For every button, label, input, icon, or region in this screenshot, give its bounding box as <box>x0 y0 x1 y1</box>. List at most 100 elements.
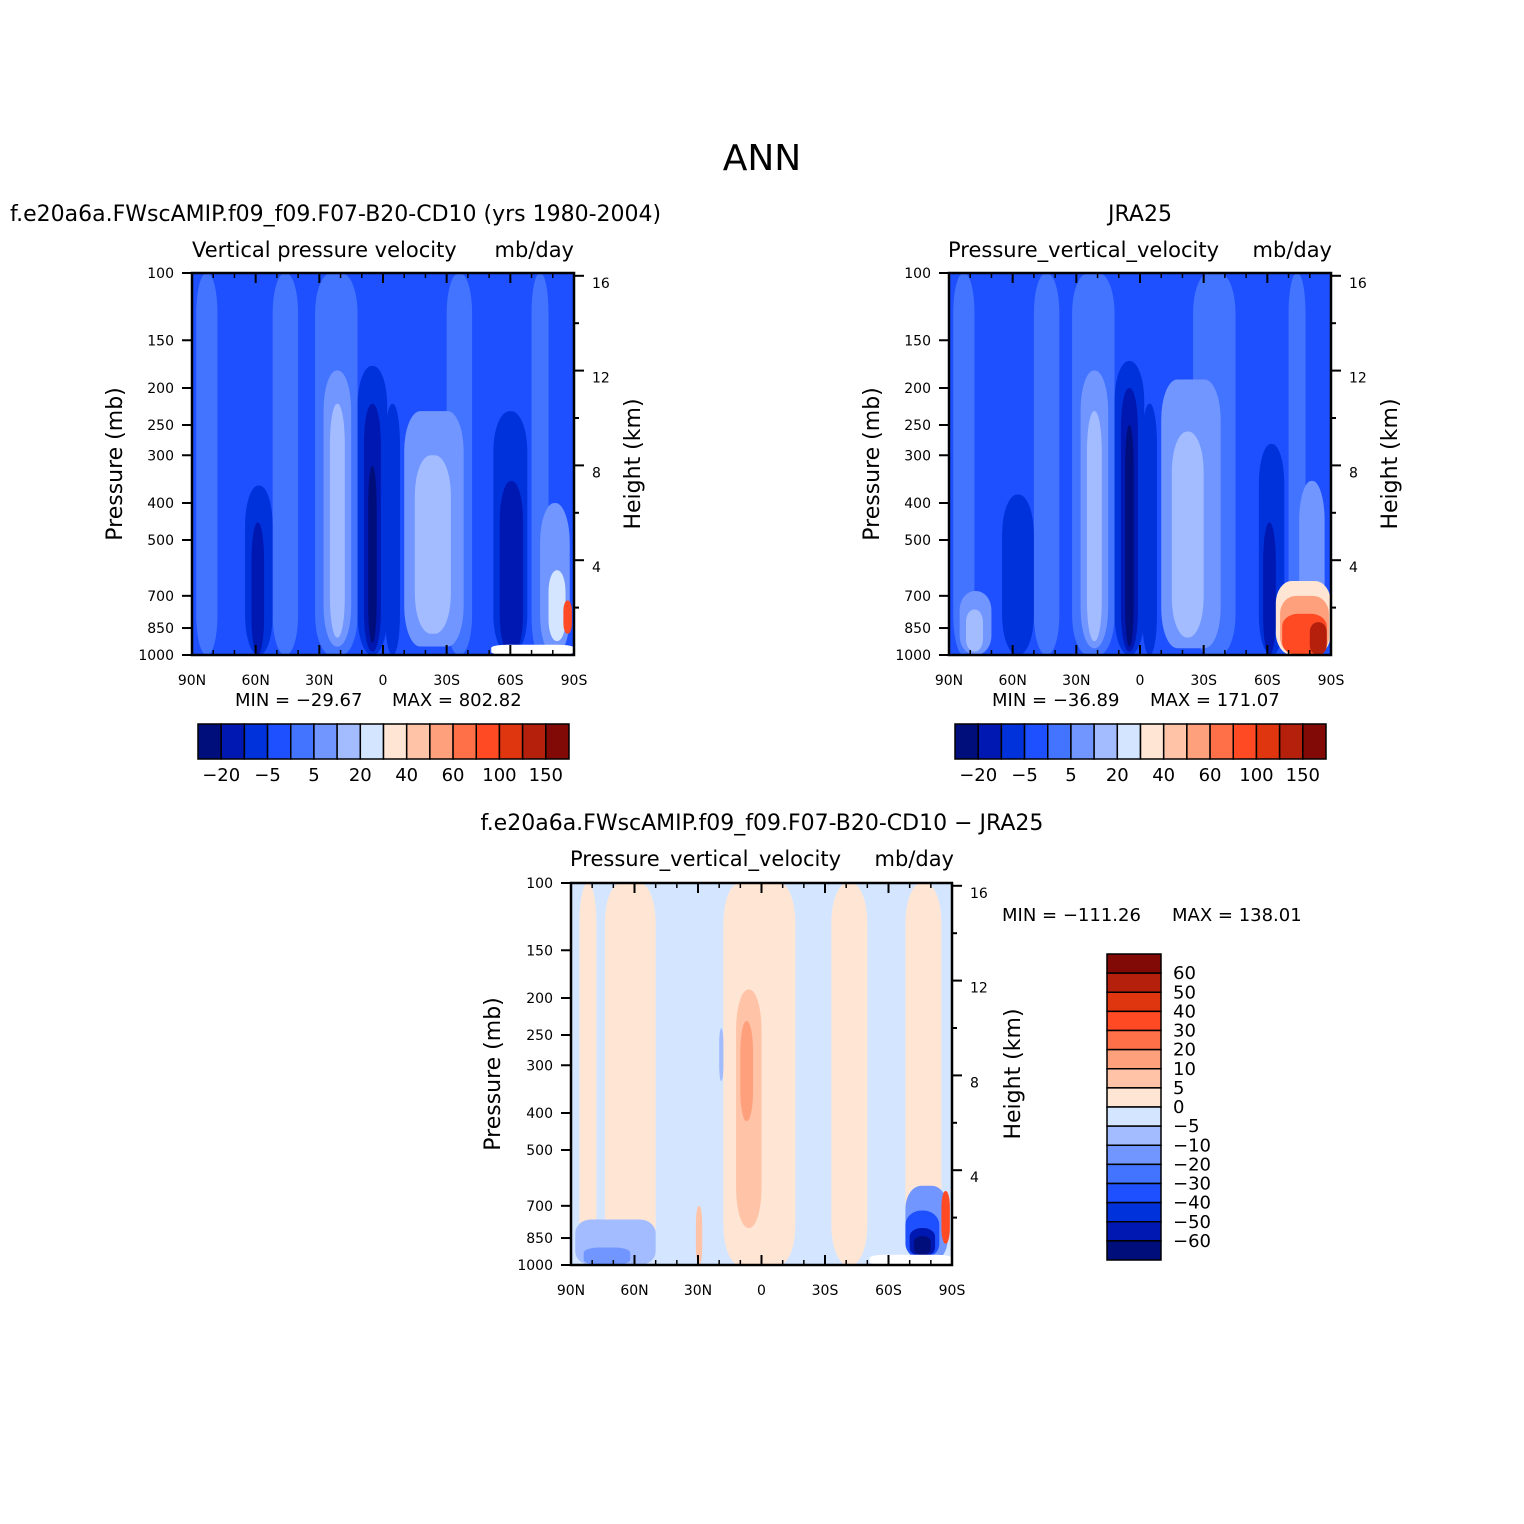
y-right-tick-label: 4 <box>1349 560 1358 576</box>
panel1-max: MAX = 802.82 <box>392 690 522 711</box>
y-tick-label: 850 <box>147 621 174 637</box>
contour-region <box>719 1028 724 1082</box>
x-tick-label: 30S <box>1190 673 1217 689</box>
colorbar-box <box>382 723 408 760</box>
x-tick-label: 90N <box>178 673 206 689</box>
y-tick-label: 150 <box>526 943 553 959</box>
colorbar-label: −20 <box>202 765 240 786</box>
colorbar-label: 40 <box>1152 765 1175 786</box>
field-layer <box>949 273 1331 655</box>
contour-region <box>1125 425 1134 647</box>
panel3-title: f.e20a6a.FWscAMIP.f09_f09.F07-B20-CD10 −… <box>480 811 1044 836</box>
colorbar-box <box>1070 723 1095 760</box>
y-tick-label: 100 <box>147 266 174 282</box>
contour-region <box>491 644 574 655</box>
panel3-plot: 90N 60N 30N 0 30S 60S 90S 100 150 200 250 300 400 500… <box>517 876 988 1299</box>
colorbar-box <box>1093 723 1119 760</box>
y-tick-label: 200 <box>147 381 174 397</box>
x-tick-label: 60N <box>999 673 1027 689</box>
colorbar-label: 60 <box>1173 963 1196 984</box>
colorbar-box <box>1106 1125 1162 1146</box>
colorbar-box <box>452 723 477 760</box>
panel3-variable: Pressure_vertical_velocity <box>570 847 841 872</box>
panel1-ylabel-right: Height (km) <box>621 398 646 529</box>
colorbar-label: 0 <box>1173 1097 1184 1118</box>
panel2-variable: Pressure_vertical_velocity <box>948 238 1219 263</box>
colorbar-box <box>266 723 292 760</box>
colorbar-label: −10 <box>1173 1135 1211 1156</box>
contour-region <box>965 609 983 652</box>
panel1-variable: Vertical pressure velocity <box>192 238 457 262</box>
x-tick-label: 90S <box>1318 673 1345 689</box>
x-tick-label: 60N <box>620 1283 648 1299</box>
x-tick-label: 90S <box>561 673 588 689</box>
contour-region <box>329 403 345 638</box>
contour-region <box>499 480 524 655</box>
panel3-min: MIN = −111.26 <box>1002 905 1141 926</box>
panel2-title: JRA25 <box>1108 202 1172 227</box>
colorbar-label: 40 <box>395 765 418 786</box>
contour-region <box>1263 522 1276 655</box>
panel1-plot: 90N 60N 30N 0 30S 60S 90S 100 150 200 250 300 400 500… <box>138 266 610 689</box>
y-tick-label: 200 <box>904 381 931 397</box>
panel2-ylabel: Pressure (mb) <box>860 387 885 541</box>
y-right-tick-label: 16 <box>970 886 988 902</box>
colorbar-label: −20 <box>959 765 997 786</box>
colorbar-box <box>1106 991 1162 1013</box>
colorbar-label: −60 <box>1173 1231 1211 1252</box>
contour-region <box>1086 411 1102 642</box>
panel1-units: mb/day <box>495 238 575 262</box>
contour-region <box>1033 273 1060 655</box>
colorbar-box <box>220 723 246 760</box>
colorbar-box <box>1302 723 1327 760</box>
panel1-title: f.e20a6a.FWscAMIP.f09_f09.F07-B20-CD10 (… <box>10 202 662 227</box>
y-right-tick-label: 4 <box>592 560 601 576</box>
colorbar-box <box>429 723 454 760</box>
colorbar-box <box>1209 723 1234 760</box>
colorbar-box <box>1106 1048 1162 1070</box>
x-tick-label: 60N <box>242 673 270 689</box>
contour-region <box>913 1236 931 1255</box>
x-tick-label: 30S <box>812 1283 839 1299</box>
colorbar-label: −5 <box>1011 765 1038 786</box>
colorbar-box <box>1255 723 1281 760</box>
colorbar-box <box>545 723 570 760</box>
colorbar-label: −5 <box>254 765 281 786</box>
contour-region <box>604 883 656 1265</box>
figure-title: ANN <box>722 138 802 179</box>
x-tick-label: 0 <box>379 673 388 689</box>
colorbar-box <box>1139 723 1165 760</box>
contour-region <box>953 273 975 655</box>
y-right-tick-label: 16 <box>1349 276 1367 292</box>
colorbar-box <box>336 723 362 760</box>
x-tick-label: 30S <box>433 673 460 689</box>
contour-region <box>869 1254 952 1265</box>
contour-region <box>385 403 400 655</box>
panel3-max: MAX = 138.01 <box>1172 905 1302 926</box>
y-tick-label: 300 <box>904 448 931 464</box>
colorbar-box <box>243 723 269 760</box>
y-right-tick-label: 8 <box>1349 465 1358 481</box>
y-tick-label: 1000 <box>517 1258 553 1274</box>
colorbar-box <box>475 723 501 760</box>
colorbar-box <box>1106 1201 1162 1223</box>
colorbar-box <box>977 723 1003 760</box>
y-right-tick-label: 12 <box>1349 371 1367 387</box>
contour-region <box>251 522 265 655</box>
colorbar-box <box>1106 953 1162 974</box>
y-tick-label: 400 <box>147 496 174 512</box>
colorbar-box <box>498 723 524 760</box>
panel2-units: mb/day <box>1253 238 1333 262</box>
colorbar-box <box>197 723 222 760</box>
colorbar-label: −50 <box>1173 1212 1211 1233</box>
y-right-tick-label: 12 <box>970 981 988 997</box>
y-tick-label: 300 <box>526 1058 553 1074</box>
colorbar-box <box>1162 723 1188 760</box>
y-tick-label: 500 <box>904 533 931 549</box>
contour-region <box>579 883 597 1257</box>
y-tick-label: 250 <box>904 418 931 434</box>
colorbar-label: 5 <box>1173 1078 1184 1099</box>
colorbar-box <box>1278 723 1304 760</box>
contour-region <box>740 1021 754 1122</box>
